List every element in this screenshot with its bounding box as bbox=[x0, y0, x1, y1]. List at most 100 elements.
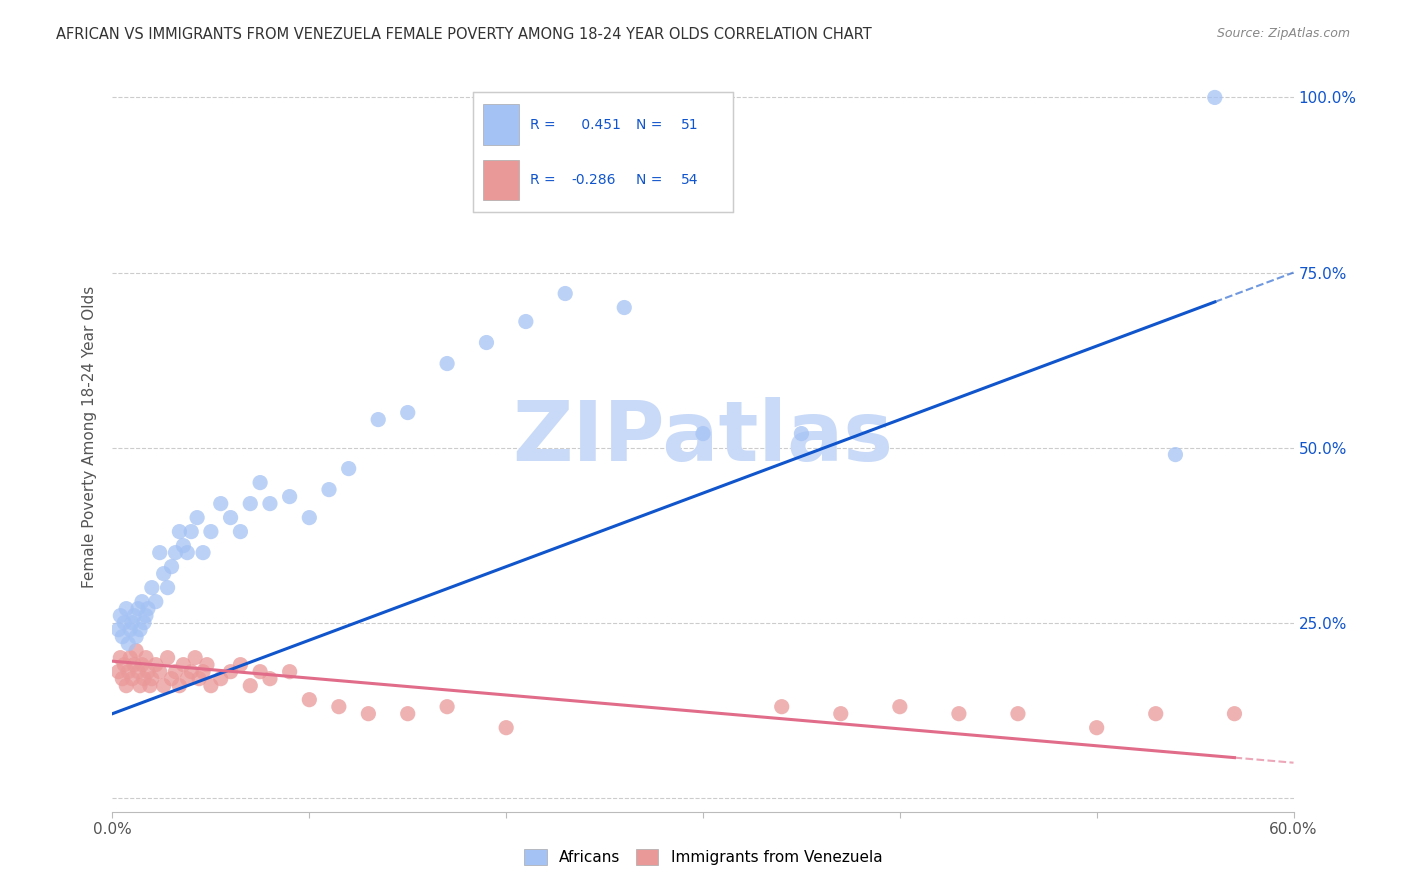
Point bbox=[337, 461, 360, 475]
Point bbox=[127, 665, 149, 679]
Point bbox=[176, 546, 198, 560]
Point bbox=[229, 524, 252, 539]
Point bbox=[209, 672, 232, 686]
Point bbox=[495, 721, 517, 735]
Point bbox=[149, 665, 172, 679]
Point bbox=[120, 650, 142, 665]
Point bbox=[122, 608, 145, 623]
Point bbox=[318, 483, 340, 497]
Point bbox=[152, 566, 174, 581]
Point bbox=[115, 679, 138, 693]
Point bbox=[152, 679, 174, 693]
Point bbox=[122, 657, 145, 672]
Point bbox=[107, 623, 129, 637]
Point bbox=[117, 637, 139, 651]
Point bbox=[165, 546, 187, 560]
Point bbox=[219, 510, 242, 524]
Point bbox=[125, 630, 148, 644]
Point bbox=[692, 426, 714, 441]
Point bbox=[554, 286, 576, 301]
Point bbox=[121, 672, 143, 686]
Y-axis label: Female Poverty Among 18-24 Year Olds: Female Poverty Among 18-24 Year Olds bbox=[82, 286, 97, 588]
Point bbox=[436, 699, 458, 714]
Point bbox=[129, 623, 152, 637]
Point bbox=[770, 699, 793, 714]
Point bbox=[129, 679, 152, 693]
Point bbox=[278, 665, 301, 679]
Point bbox=[111, 630, 134, 644]
Point bbox=[180, 665, 202, 679]
Point bbox=[139, 679, 162, 693]
Point bbox=[136, 601, 159, 615]
Point bbox=[1204, 90, 1226, 104]
Point bbox=[200, 524, 222, 539]
Point bbox=[112, 615, 135, 630]
Point bbox=[156, 650, 179, 665]
Point bbox=[172, 539, 194, 553]
Point bbox=[169, 679, 191, 693]
Point bbox=[135, 650, 157, 665]
Point bbox=[396, 706, 419, 721]
Point bbox=[191, 665, 214, 679]
Point bbox=[136, 665, 159, 679]
Point bbox=[249, 475, 271, 490]
Point bbox=[515, 314, 537, 328]
Point bbox=[186, 510, 208, 524]
Point bbox=[357, 706, 380, 721]
Point bbox=[328, 699, 350, 714]
Point bbox=[156, 581, 179, 595]
Point bbox=[110, 608, 132, 623]
Point bbox=[110, 650, 132, 665]
Text: AFRICAN VS IMMIGRANTS FROM VENEZUELA FEMALE POVERTY AMONG 18-24 YEAR OLDS CORREL: AFRICAN VS IMMIGRANTS FROM VENEZUELA FEM… bbox=[56, 27, 872, 42]
Point bbox=[436, 357, 458, 371]
Point bbox=[107, 665, 129, 679]
Point bbox=[115, 601, 138, 615]
Point bbox=[1223, 706, 1246, 721]
Point bbox=[121, 615, 143, 630]
Point bbox=[830, 706, 852, 721]
Point bbox=[278, 490, 301, 504]
Text: ZIPatlas: ZIPatlas bbox=[513, 397, 893, 477]
Point bbox=[132, 615, 155, 630]
Point bbox=[180, 524, 202, 539]
Point bbox=[239, 497, 262, 511]
Point bbox=[298, 510, 321, 524]
Point bbox=[127, 601, 149, 615]
Point bbox=[165, 665, 187, 679]
Point bbox=[1144, 706, 1167, 721]
Point bbox=[1007, 706, 1029, 721]
Point bbox=[948, 706, 970, 721]
Point bbox=[145, 657, 167, 672]
Point bbox=[239, 679, 262, 693]
Point bbox=[132, 672, 155, 686]
Point bbox=[135, 608, 157, 623]
Point bbox=[475, 335, 498, 350]
Point bbox=[184, 650, 207, 665]
Point bbox=[229, 657, 252, 672]
Point bbox=[131, 657, 153, 672]
Point bbox=[259, 672, 281, 686]
Point bbox=[125, 643, 148, 657]
Point bbox=[367, 412, 389, 426]
Point bbox=[1085, 721, 1108, 735]
Point bbox=[1164, 448, 1187, 462]
Point bbox=[172, 657, 194, 672]
Point bbox=[188, 672, 211, 686]
Point bbox=[195, 657, 218, 672]
Point bbox=[209, 497, 232, 511]
Point bbox=[889, 699, 911, 714]
Legend: Africans, Immigrants from Venezuela: Africans, Immigrants from Venezuela bbox=[517, 843, 889, 871]
Point bbox=[141, 672, 163, 686]
Point bbox=[191, 546, 214, 560]
Point bbox=[613, 301, 636, 315]
Point bbox=[169, 524, 191, 539]
Point bbox=[396, 406, 419, 420]
Point bbox=[141, 581, 163, 595]
Point bbox=[160, 672, 183, 686]
Point bbox=[112, 657, 135, 672]
Point bbox=[298, 692, 321, 706]
Point bbox=[145, 594, 167, 608]
Point bbox=[790, 426, 813, 441]
Point bbox=[200, 679, 222, 693]
Point bbox=[219, 665, 242, 679]
